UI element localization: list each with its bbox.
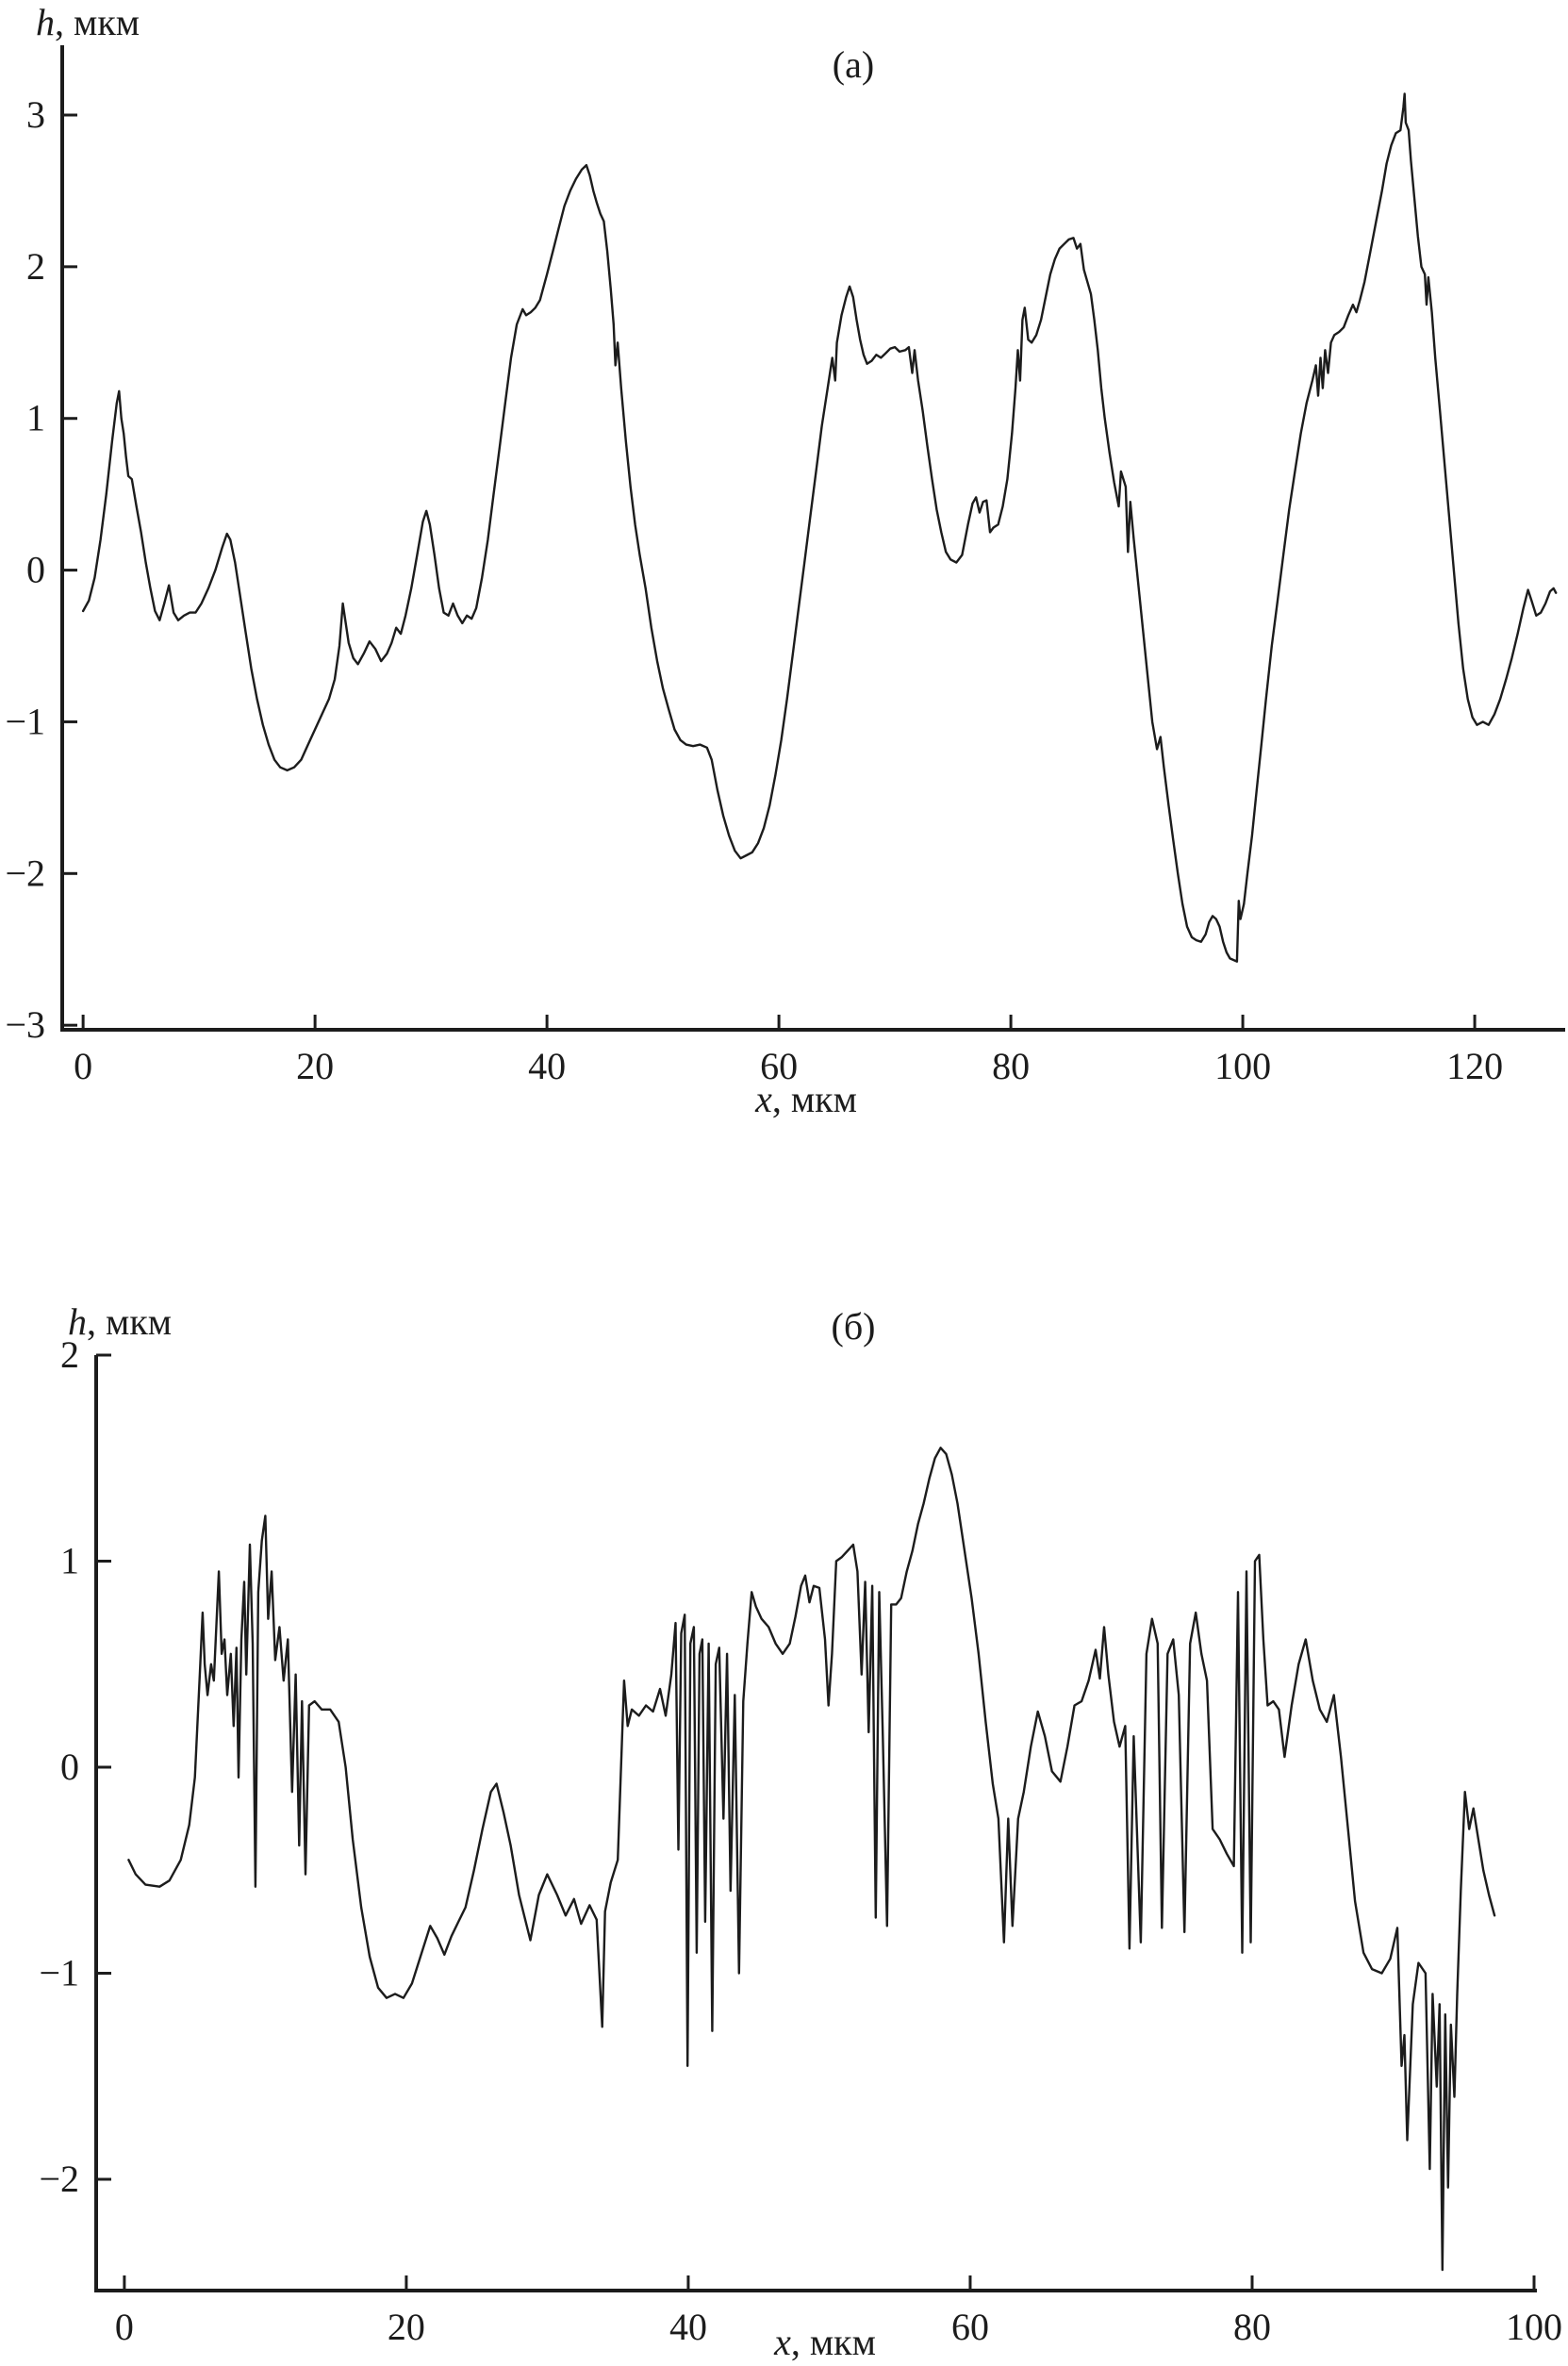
x-tick-label: 60 [760,1045,798,1087]
x-tick-label: 0 [115,2306,134,2348]
profile-trace [81,92,1558,963]
x-tick-label: 0 [74,1045,92,1087]
chart-b-ylabel-rest: , мкм [87,1300,173,1343]
x-tick-label: 20 [388,2306,425,2348]
chart-a-xlabel-var: x [755,1078,772,1120]
y-tick-label: −1 [39,1952,79,1994]
chart-a-ylabel: h, мкм [36,0,140,44]
chart-b-plot: 0 20 40 60 80 100 2 1 0 −1 −2 [39,1333,1562,2348]
chart-a-ylabel-var: h [36,1,55,43]
chart-a-plot: 0 20 40 60 80 100 120 3 2 1 0 −1 −2 −3 [5,45,1565,1087]
chart-b-xlabel-var: x [774,2321,791,2363]
chart-a-xlabel: x, мкм [755,1077,857,1121]
x-tick-label: 40 [669,2306,707,2348]
y-tick-label: 3 [26,93,45,136]
y-tick-label: −3 [5,1003,45,1046]
chart-b-ylabel-var: h [68,1300,87,1343]
chart-b-ylabel: h, мкм [68,1299,172,1344]
chart-a-ylabel-rest: , мкм [55,1,140,43]
chart-b-title: (б) [831,1305,876,1348]
x-tick-label: 100 [1506,2306,1562,2348]
y-tick-label: 2 [60,1333,79,1376]
chart-a-panel: 0 20 40 60 80 100 120 3 2 1 0 −1 −2 −3 h, мкм (а) x, … [5,0,1565,1121]
y-tick-label: 1 [26,397,45,439]
y-tick-label: 0 [60,1746,79,1788]
y-tick-label: 2 [26,245,45,288]
x-tick-label: 80 [1233,2306,1271,2348]
y-tick-label: −2 [5,852,45,894]
x-tick-label: 60 [951,2306,989,2348]
chart-a-title: (а) [832,43,875,86]
x-tick-label: 120 [1446,1045,1503,1087]
x-tick-label: 100 [1214,1045,1271,1087]
chart-b-xlabel: x, мкм [774,2320,876,2364]
x-tick-label: 40 [528,1045,566,1087]
profile-trace [127,1447,1496,2272]
y-tick-label: −2 [39,2158,79,2200]
x-tick-label: 80 [992,1045,1030,1087]
y-tick-label: −1 [5,700,45,742]
y-tick-label: 1 [60,1540,79,1582]
y-tick-label: 0 [26,549,45,591]
chart-a-xlabel-rest: , мкм [771,1078,857,1120]
chart-b-panel: 0 20 40 60 80 100 2 1 0 −1 −2 h, мкм (б) x, мкм [0,1183,1568,2366]
chart-b-xlabel-rest: , мкм [790,2321,876,2363]
x-tick-label: 20 [296,1045,334,1087]
